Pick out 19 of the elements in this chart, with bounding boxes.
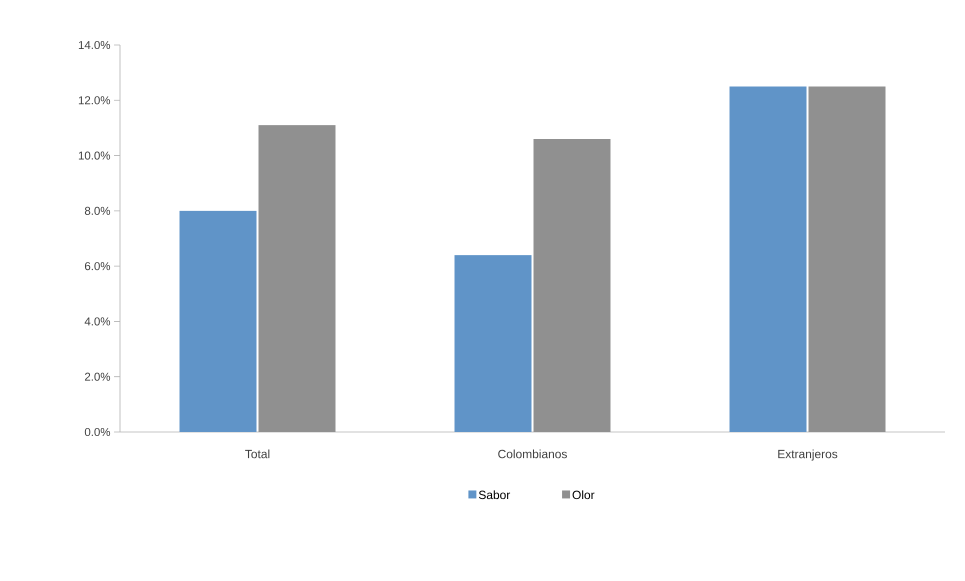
y-tick-label: 8.0% xyxy=(84,206,110,215)
bar xyxy=(454,255,532,432)
y-tick-label: 6.0% xyxy=(84,262,110,270)
y-tick-label: 4.0% xyxy=(84,317,110,326)
x-tick-label: Extranjeros xyxy=(778,449,838,461)
legend-label: Olor xyxy=(572,490,594,500)
legend-label: Sabor xyxy=(478,490,510,500)
x-tick-label: Colombianos xyxy=(498,449,567,458)
y-tick-label: 10.0% xyxy=(78,152,110,160)
y-tick-label: 12.0% xyxy=(78,96,110,104)
x-tick-label: Total xyxy=(245,449,270,458)
bar xyxy=(730,86,807,432)
bar xyxy=(808,86,886,432)
y-tick-label: 0.0% xyxy=(84,428,110,436)
y-tick-label: 2.0% xyxy=(84,372,110,381)
y-tick-label: 14.0% xyxy=(78,40,110,50)
bar xyxy=(180,210,257,432)
bar xyxy=(258,125,336,432)
bar xyxy=(534,138,610,432)
